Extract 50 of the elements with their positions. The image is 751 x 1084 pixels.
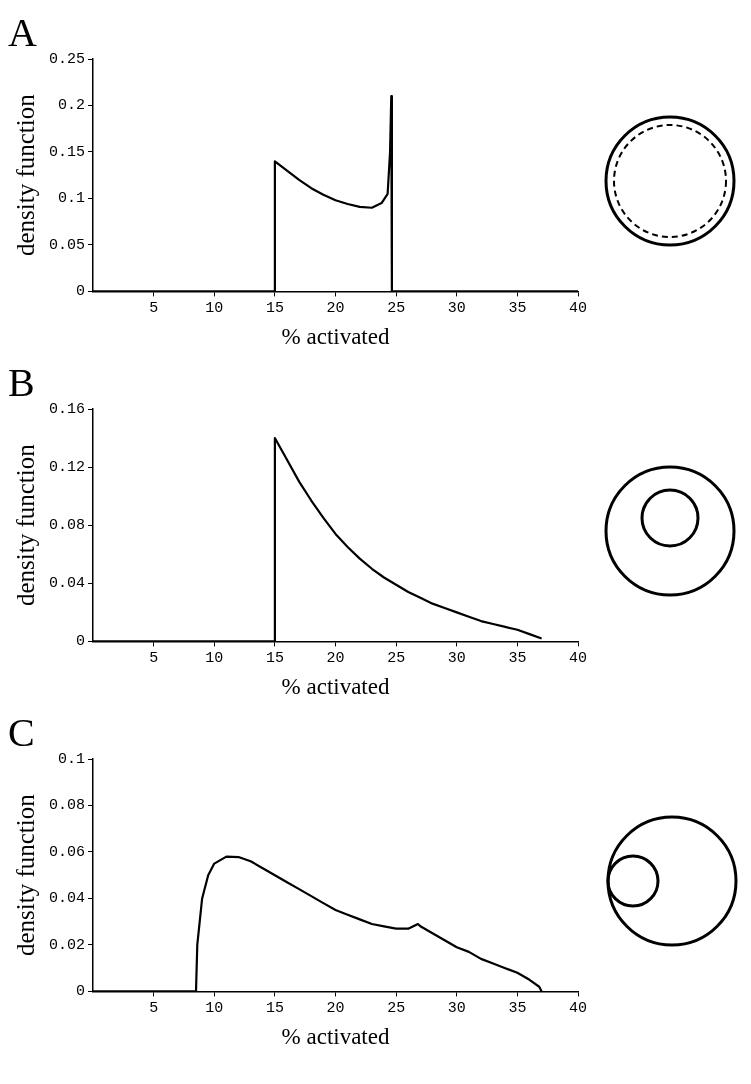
y-tick-label: 0.08 — [48, 796, 86, 814]
x-tick-label: 10 — [205, 999, 224, 1017]
x-tick-label: 15 — [265, 299, 284, 317]
x-tick-label: 15 — [265, 999, 284, 1017]
x-tick-label: 35 — [508, 999, 527, 1017]
y-tick-label: 0.06 — [48, 843, 86, 861]
y-tick-label: 0.08 — [48, 516, 86, 534]
x-axis-title: % activated — [281, 323, 390, 349]
y-tick-label: 0.25 — [48, 50, 86, 68]
y-tick-label: 0 — [75, 282, 86, 300]
y-tick-label: 0.02 — [48, 936, 86, 954]
x-tick-label: 5 — [149, 649, 159, 667]
x-tick-label: 10 — [205, 649, 224, 667]
y-tick-label: 0.1 — [57, 750, 86, 768]
y-tick-label: 0.04 — [48, 889, 86, 907]
y-tick-label: 0 — [75, 632, 86, 650]
chart-title: A — [8, 9, 37, 54]
x-tick-label: 20 — [326, 649, 345, 667]
x-tick-label: 25 — [387, 299, 406, 317]
y-axis-title: density function — [11, 93, 39, 256]
y-tick-label: 0.12 — [48, 458, 86, 476]
x-tick-label: 10 — [205, 299, 224, 317]
x-tick-label: 40 — [568, 999, 588, 1017]
y-tick-label: 0.15 — [48, 143, 86, 161]
y-tick-label: 0.1 — [57, 189, 86, 207]
y-tick-label: 0.16 — [48, 400, 86, 418]
x-tick-label: 25 — [387, 649, 406, 667]
x-tick-label: 20 — [326, 299, 345, 317]
y-tick-label: 0.05 — [48, 236, 86, 254]
x-tick-label: 25 — [387, 999, 406, 1017]
y-axis-title: density function — [11, 443, 39, 606]
x-tick-label: 20 — [326, 999, 345, 1017]
x-tick-label: 30 — [447, 299, 466, 317]
y-tick-label: 0.04 — [48, 574, 86, 592]
x-tick-label: 40 — [568, 649, 588, 667]
x-tick-label: 40 — [568, 299, 588, 317]
x-tick-label: 5 — [149, 999, 159, 1017]
y-axis-title: density function — [11, 793, 39, 956]
x-tick-label: 15 — [265, 649, 284, 667]
chart-title: C — [8, 709, 35, 754]
x-tick-label: 35 — [508, 299, 527, 317]
x-tick-label: 5 — [149, 299, 159, 317]
x-tick-label: 30 — [447, 649, 466, 667]
x-axis-title: % activated — [281, 673, 390, 699]
chart-title: B — [8, 359, 35, 404]
y-tick-label: 0.2 — [57, 96, 86, 114]
y-tick-label: 0 — [75, 982, 86, 1000]
x-tick-label: 35 — [508, 649, 527, 667]
x-axis-title: % activated — [281, 1023, 390, 1049]
x-tick-label: 30 — [447, 999, 466, 1017]
